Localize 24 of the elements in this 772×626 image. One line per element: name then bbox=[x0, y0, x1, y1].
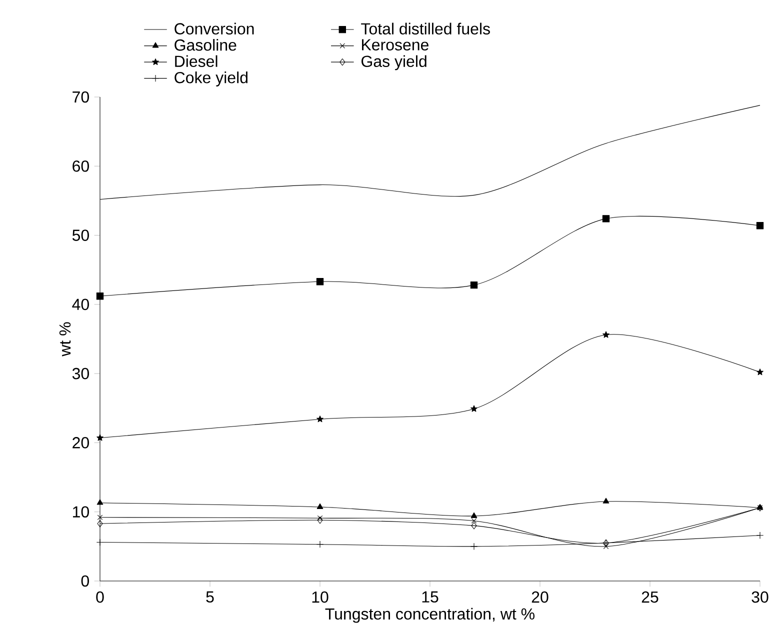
y-tick-label: 40 bbox=[72, 298, 89, 310]
y-axis-title: wt % bbox=[59, 322, 71, 356]
x-tick-label: 25 bbox=[642, 591, 658, 603]
x-tick-label: 5 bbox=[206, 591, 214, 603]
x-tick-label: 15 bbox=[422, 591, 438, 603]
y-tick-label: 60 bbox=[72, 160, 89, 172]
y-tick-label: 70 bbox=[72, 91, 89, 103]
legend-label: Kerosene bbox=[362, 39, 428, 50]
y-tick-label: 50 bbox=[72, 230, 89, 241]
x-tick-label: 20 bbox=[532, 591, 548, 603]
y-tick-label: 20 bbox=[72, 437, 89, 448]
x-tick-label: 0 bbox=[96, 591, 104, 603]
x-tick-label: 30 bbox=[752, 591, 768, 603]
legend-label: Conversion bbox=[174, 22, 254, 34]
x-axis-title: Tungsten concentration, wt % bbox=[325, 608, 534, 623]
y-tick-label: 10 bbox=[73, 506, 89, 518]
legend-label: Gasoline bbox=[174, 39, 236, 51]
y-tick-label: 30 bbox=[72, 368, 89, 380]
legend-label: Coke yield bbox=[174, 72, 248, 86]
x-tick-label: 10 bbox=[312, 591, 328, 603]
legend-label: Total distilled fuels bbox=[361, 22, 490, 34]
legend-label: Gas yield bbox=[362, 55, 426, 70]
legend-label: Diesel bbox=[175, 55, 218, 68]
y-tick-label: 0 bbox=[81, 575, 89, 587]
